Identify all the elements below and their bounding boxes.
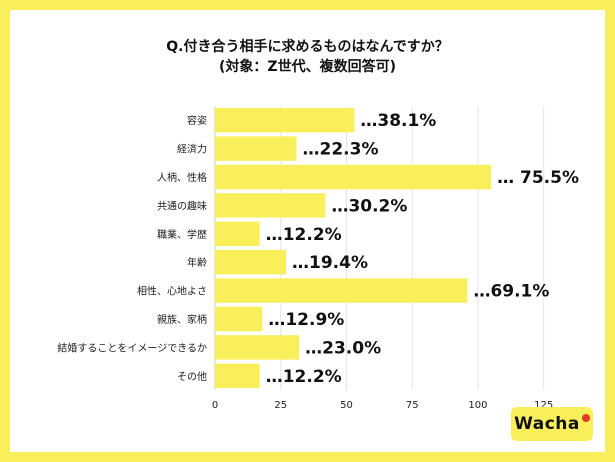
category-label: 人柄、性格 — [157, 171, 207, 184]
bar — [215, 193, 326, 218]
data-label: …30.2% — [331, 196, 407, 216]
bar — [215, 107, 355, 133]
wacha-logo: Wacha — [511, 407, 593, 441]
bar — [215, 363, 260, 389]
x-tick-label: 50 — [340, 400, 353, 411]
category-label: 親族、家柄 — [157, 313, 207, 326]
data-label: …19.4% — [292, 253, 368, 273]
x-tick-label: 25 — [274, 400, 287, 411]
chart-subtitle: (対象：Z世代、複数回答可) — [219, 59, 396, 75]
data-label: …12.2% — [266, 225, 342, 245]
category-label: 共通の趣味 — [157, 199, 207, 212]
x-tick-label: 100 — [468, 400, 487, 411]
bar-chart: 0 25 50 75 100 125 容姿 …38.1% 経済力 …22.3% 人柄、性格 … 75.… — [57, 106, 579, 411]
data-label: …23.0% — [305, 338, 381, 358]
data-label: …12.2% — [266, 367, 342, 387]
bar — [215, 221, 260, 247]
category-label: その他 — [177, 370, 207, 383]
data-label: …12.9% — [268, 310, 344, 330]
chart-card: Q.付き合う相手に求めるものはなんですか？ (対象：Z世代、複数回答可) 0 25… — [10, 10, 605, 452]
bar — [215, 278, 468, 303]
bar — [215, 306, 263, 332]
data-label: …22.3% — [303, 140, 379, 160]
x-tick-label: 75 — [406, 400, 419, 411]
category-label: 職業、学歴 — [157, 228, 207, 241]
category-label: 年齢 — [187, 256, 207, 269]
data-label: … 75.5% — [497, 168, 579, 188]
data-label: …38.1% — [360, 111, 436, 131]
logo-text: Wacha — [514, 414, 580, 434]
category-label: 相性、心地よさ — [137, 285, 207, 298]
category-label: 結婚することをイメージできるか — [57, 341, 207, 354]
chart-title: Q.付き合う相手に求めるものはなんですか？ — [166, 39, 449, 55]
data-label: …69.1% — [473, 282, 549, 302]
bar — [215, 249, 286, 275]
x-tick-label: 125 — [534, 400, 553, 411]
bar — [215, 335, 300, 360]
bar — [215, 136, 297, 161]
bar — [215, 164, 492, 190]
x-tick-label: 0 — [212, 400, 218, 411]
category-label: 経済力 — [177, 143, 207, 156]
logo-dot-icon — [581, 414, 590, 422]
category-label: 容姿 — [187, 114, 207, 127]
